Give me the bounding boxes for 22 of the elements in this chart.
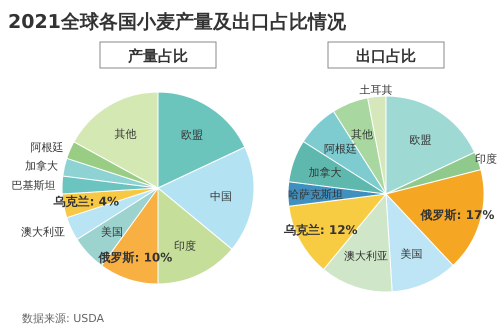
slice-label: 欧盟 <box>180 128 203 142</box>
slice-label: 其他 <box>114 127 137 140</box>
slice-label: 乌克兰: 12% <box>282 222 358 237</box>
chart-title: 出口占比 <box>356 47 416 65</box>
chart-title: 产量占比 <box>127 47 188 65</box>
slice-label: 巴基斯坦 <box>11 178 56 192</box>
slice-label: 澳大利亚 <box>21 226 66 239</box>
source-note: 数据来源: USDA <box>22 312 105 325</box>
slice-label: 美国 <box>100 225 123 238</box>
slice-label: 阿根廷 <box>30 141 64 154</box>
slice-label: 美国 <box>400 247 423 260</box>
slice-label: 澳大利亚 <box>344 250 388 263</box>
slice-label: 土耳其 <box>360 84 393 97</box>
slice-label: 印度 <box>174 239 196 252</box>
slice-label: 哈萨克斯坦 <box>288 188 343 201</box>
slice-label: 欧盟 <box>410 133 432 146</box>
slice-label: 加拿大 <box>308 166 342 180</box>
slice-label: 其他 <box>351 128 374 141</box>
slice-label: 中国 <box>210 190 232 203</box>
slice-label: 加拿大 <box>24 160 58 173</box>
text: 2021全球各国小麦产量及出口占比情况 <box>8 11 347 33</box>
slice-label: 阿根廷 <box>324 142 357 156</box>
